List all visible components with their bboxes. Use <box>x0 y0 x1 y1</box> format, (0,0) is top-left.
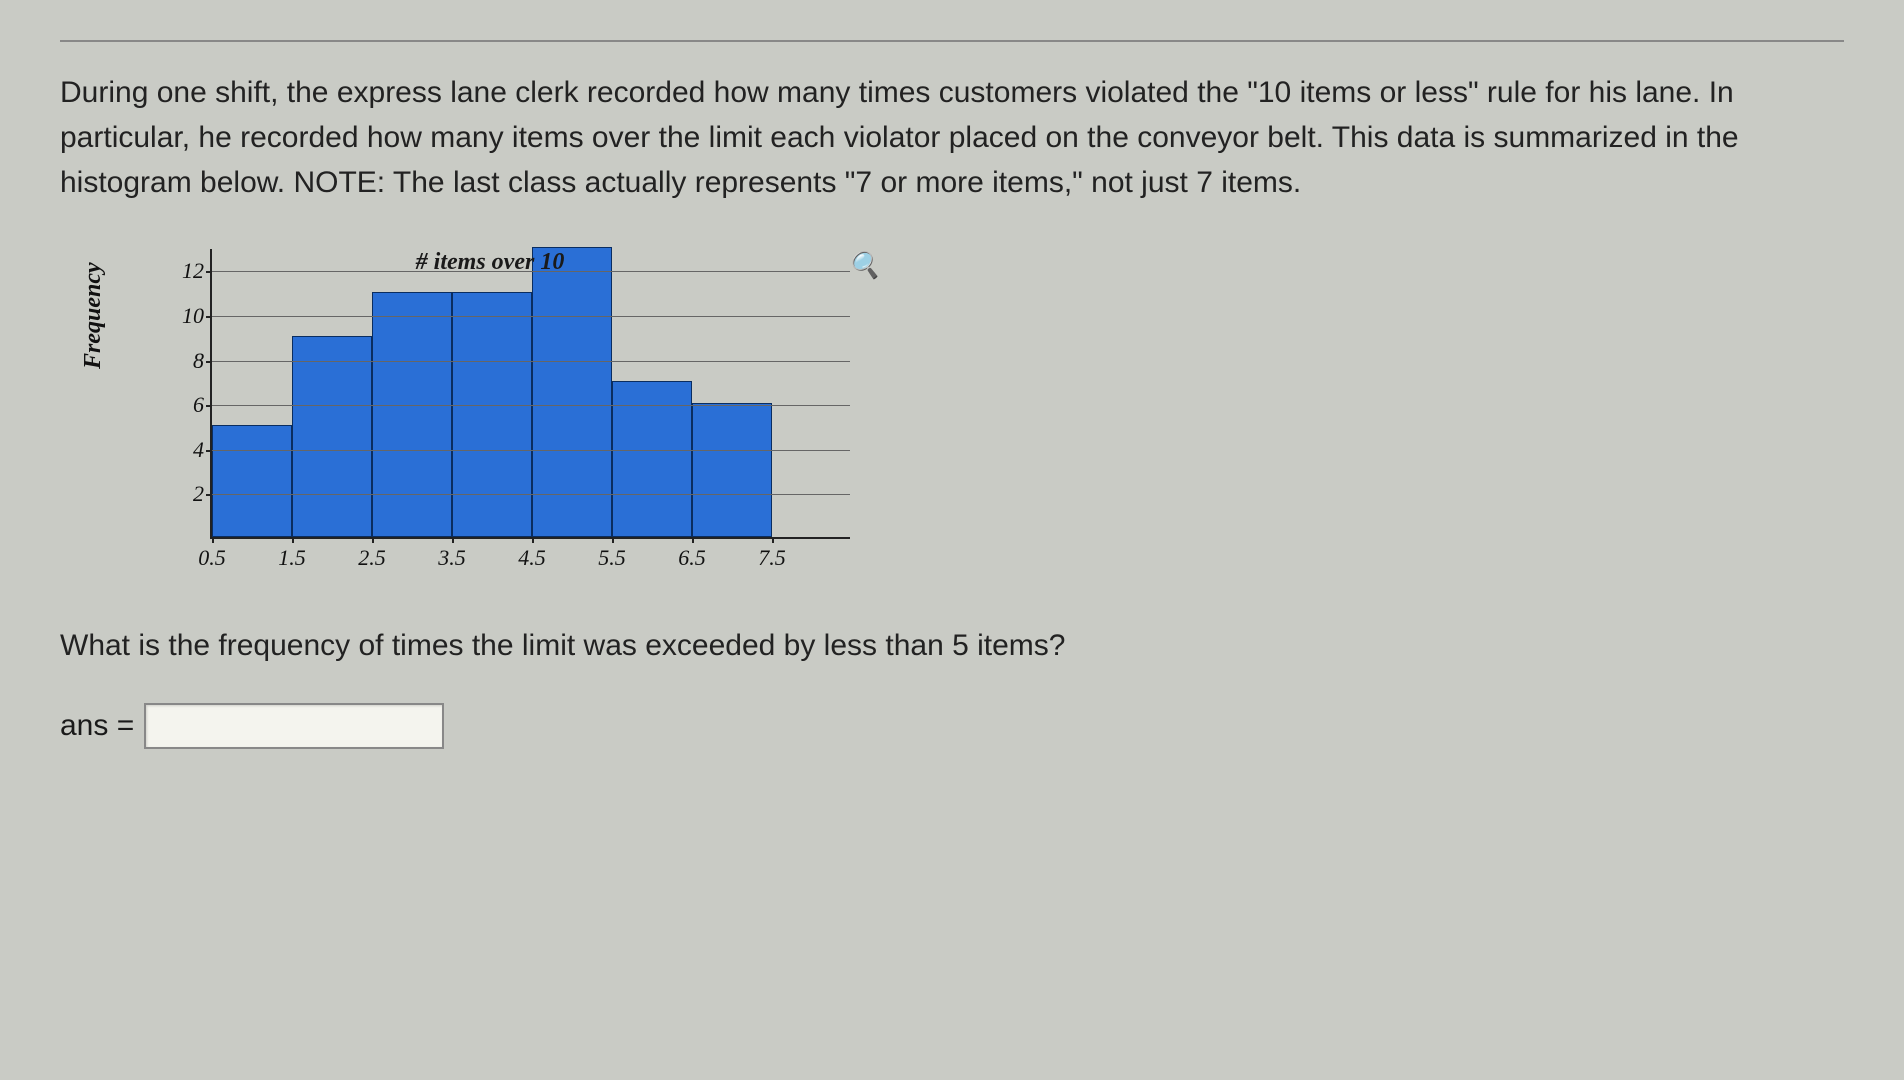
ytick-label: 6 <box>193 392 204 418</box>
xtick-label: 0.5 <box>198 545 226 571</box>
page: During one shift, the express lane clerk… <box>0 0 1904 789</box>
ytick-label: 2 <box>193 481 204 507</box>
grid-line <box>212 450 850 451</box>
histogram-chart: Frequency 246810120.51.52.53.54.55.56.57… <box>120 249 1020 579</box>
xtick-label: 6.5 <box>678 545 706 571</box>
histogram-bar <box>292 336 372 537</box>
chart-inner: 246810120.51.52.53.54.55.56.57.5 # items… <box>160 249 880 579</box>
ytick-mark <box>206 361 212 363</box>
xtick-label: 3.5 <box>438 545 466 571</box>
histogram-bar <box>692 403 772 537</box>
grid-line <box>212 361 850 362</box>
plot-area: 246810120.51.52.53.54.55.56.57.5 <box>210 249 850 539</box>
xtick-label: 7.5 <box>758 545 786 571</box>
xtick-mark <box>612 537 614 543</box>
ytick-mark <box>206 450 212 452</box>
xtick-label: 1.5 <box>278 545 306 571</box>
ytick-mark <box>206 494 212 496</box>
answer-input[interactable] <box>144 703 444 749</box>
answer-row: ans = <box>60 703 1844 749</box>
histogram-bar <box>452 292 532 537</box>
xtick-label: 2.5 <box>358 545 386 571</box>
xtick-mark <box>772 537 774 543</box>
problem-statement: During one shift, the express lane clerk… <box>60 70 1780 205</box>
x-axis-label-text: # items over 10 <box>416 249 565 275</box>
xtick-mark <box>452 537 454 543</box>
xtick-label: 4.5 <box>518 545 546 571</box>
xtick-mark <box>692 537 694 543</box>
xtick-mark <box>372 537 374 543</box>
ytick-mark <box>206 316 212 318</box>
ytick-label: 4 <box>193 437 204 463</box>
ytick-label: 10 <box>182 303 204 329</box>
xtick-mark <box>212 537 214 543</box>
xtick-label: 5.5 <box>598 545 626 571</box>
y-axis-label: Frequency <box>80 262 107 369</box>
grid-line <box>212 316 850 317</box>
ytick-mark <box>206 405 212 407</box>
xtick-mark <box>532 537 534 543</box>
grid-line <box>212 494 850 495</box>
question-text: What is the frequency of times the limit… <box>60 629 1844 663</box>
x-axis-label: # items over 10 🔍 <box>210 249 770 276</box>
histogram-bar <box>372 292 452 537</box>
ytick-label: 12 <box>182 258 204 284</box>
search-icon[interactable]: 🔍 <box>848 251 880 281</box>
xtick-mark <box>292 537 294 543</box>
divider <box>60 40 1844 42</box>
ytick-label: 8 <box>193 348 204 374</box>
answer-label: ans = <box>60 709 134 743</box>
histogram-bar <box>212 425 292 537</box>
grid-line <box>212 405 850 406</box>
